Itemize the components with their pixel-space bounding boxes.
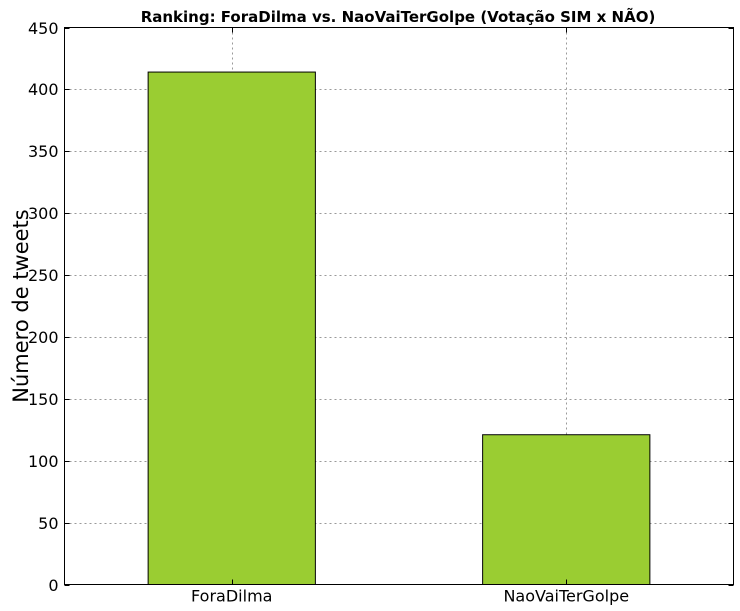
x-tick-label: ForaDilma: [191, 587, 272, 606]
y-tick-label: 50: [38, 514, 58, 533]
bar-NaoVaiTerGolpe: [482, 434, 651, 585]
y-tick-label: 400: [28, 80, 59, 99]
y-tick-label: 350: [28, 142, 59, 161]
y-tick-label: 200: [28, 328, 59, 347]
axis-ticks: 0 50 100 150 200 250 300 350 400 450 ForaDilma NaoV…: [28, 19, 734, 606]
plot-frame: [64, 27, 734, 585]
y-axis-label: Número de tweets: [9, 209, 33, 402]
bar-ForaDilma: [147, 71, 316, 585]
y-tick-label: 150: [28, 390, 59, 409]
chart-title: Ranking: ForaDilma vs. NaoVaiTerGolpe (V…: [141, 7, 656, 26]
bars: [147, 71, 651, 585]
y-tick-label: 300: [28, 204, 59, 223]
y-tick-label: 450: [28, 19, 59, 38]
y-tick-label: 250: [28, 266, 59, 285]
x-tick-label: NaoVaiTerGolpe: [503, 587, 629, 606]
y-tick-label: 0: [48, 576, 58, 595]
y-tick-label: 100: [28, 452, 59, 471]
